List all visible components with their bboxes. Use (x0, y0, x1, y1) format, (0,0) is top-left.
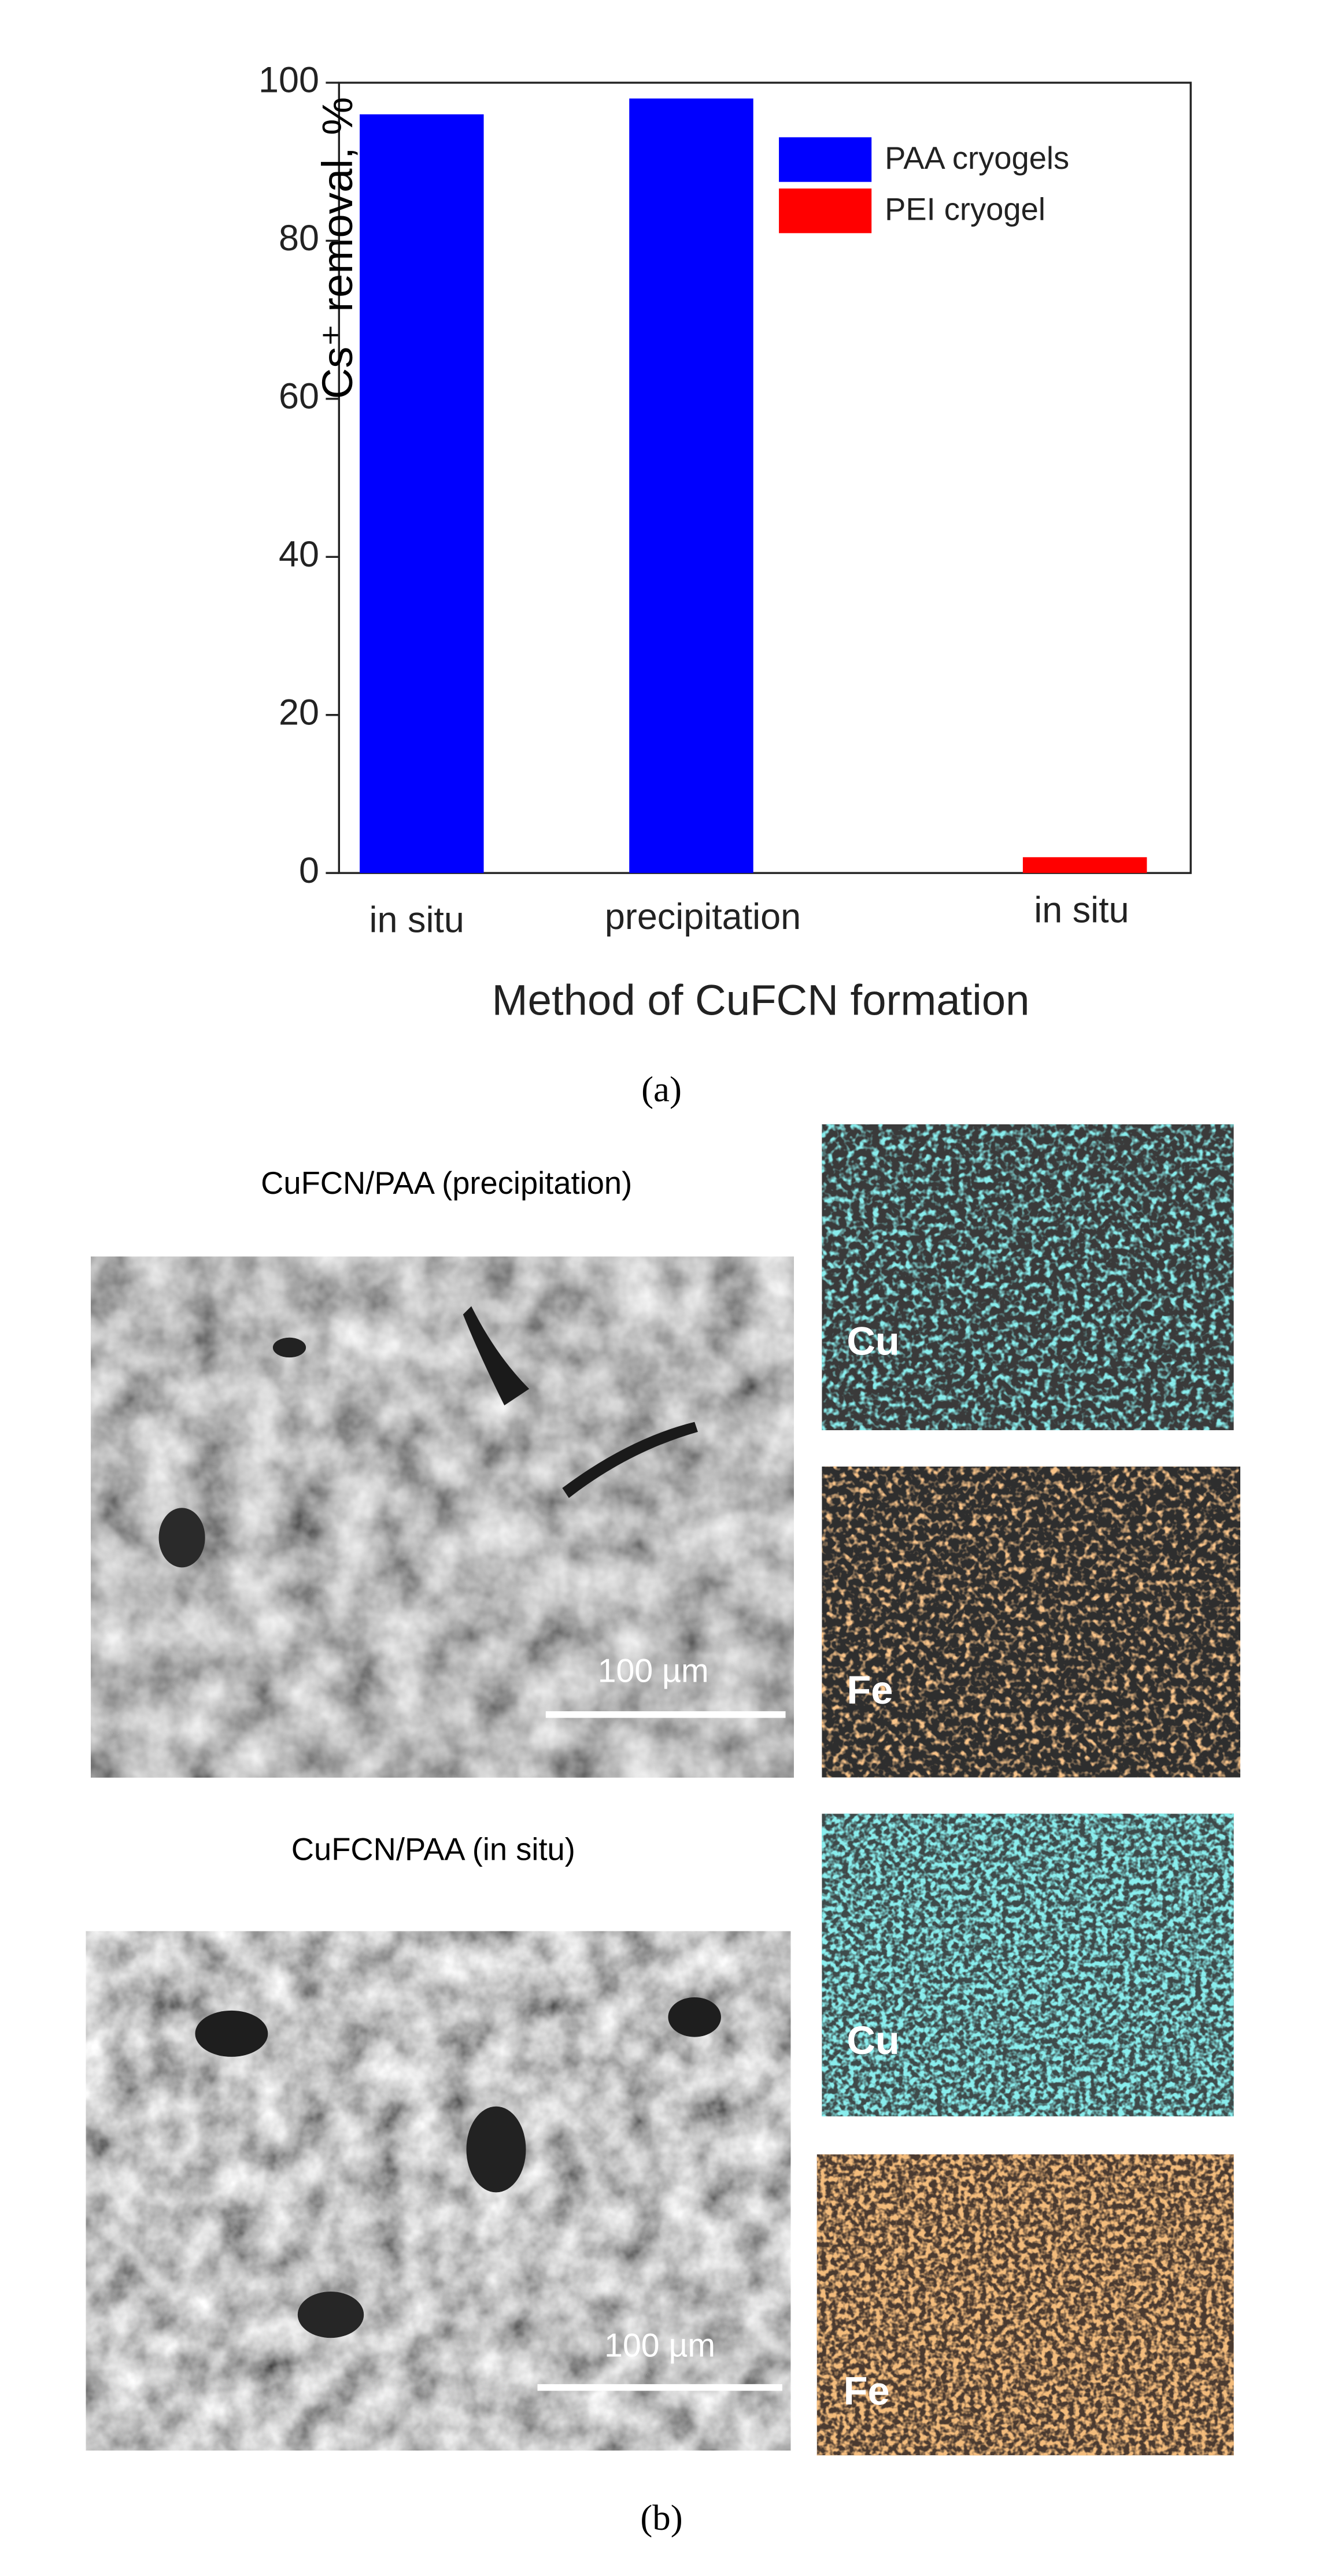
x-tick-label: in situ (1034, 890, 1129, 930)
map-label: Fe (847, 1668, 893, 1712)
pore (272, 1337, 306, 1358)
y-tick-label: 20 (279, 692, 319, 732)
bar (629, 98, 753, 874)
y-tick-label: 80 (279, 218, 319, 258)
plot-frame (338, 82, 1192, 874)
legend-swatch (779, 137, 872, 182)
pore (158, 1508, 205, 1568)
pore (463, 1306, 530, 1406)
pore (297, 2292, 364, 2338)
map-label: Cu (847, 1319, 899, 1363)
legend-swatch (779, 188, 872, 234)
image-title: CuFCN/PAA (in situ) (291, 1832, 575, 1867)
pore (466, 2106, 526, 2193)
bar (1022, 857, 1147, 874)
x-axis-label: Method of CuFCN formation (492, 976, 1030, 1024)
scale-bar-label: 100 µm (598, 1652, 709, 1689)
y-axis-label: Cs⁺ removal, % (313, 97, 361, 399)
y-tick-label: 0 (299, 850, 319, 891)
panel-label: (a) (641, 1069, 682, 1109)
legend-label: PEI cryogel (885, 191, 1045, 227)
sem-texture (91, 1256, 794, 1778)
map-label: Fe (844, 2368, 890, 2413)
cu-map-texture (822, 1813, 1234, 2116)
bar-chart: Cs⁺ removal, % Method of CuFCN formation… (313, 82, 1192, 1109)
map-label: Cu (847, 2018, 899, 2063)
x-tick-label: precipitation (605, 897, 801, 937)
legend-label: PAA cryogels (885, 140, 1069, 176)
y-tick-label: 40 (279, 534, 319, 575)
pore (195, 2010, 268, 2057)
x-tick-label: in situ (369, 900, 464, 941)
pore (668, 1997, 721, 2037)
scale-bar-label: 100 µm (604, 2327, 715, 2364)
bar (360, 114, 484, 874)
fe-map-texture (816, 2154, 1234, 2456)
fe-map-texture (822, 1466, 1240, 1778)
cu-map-texture (822, 1124, 1234, 1430)
crack (562, 1422, 698, 1498)
panel-label: (b) (640, 2497, 682, 2538)
y-tick-label: 60 (279, 376, 319, 417)
panel-b: CuFCN/PAA (precipitation) 100 µm Cu Fe C… (86, 1124, 1240, 2538)
y-tick-label: 100 (258, 60, 319, 101)
image-title: CuFCN/PAA (precipitation) (261, 1165, 632, 1201)
